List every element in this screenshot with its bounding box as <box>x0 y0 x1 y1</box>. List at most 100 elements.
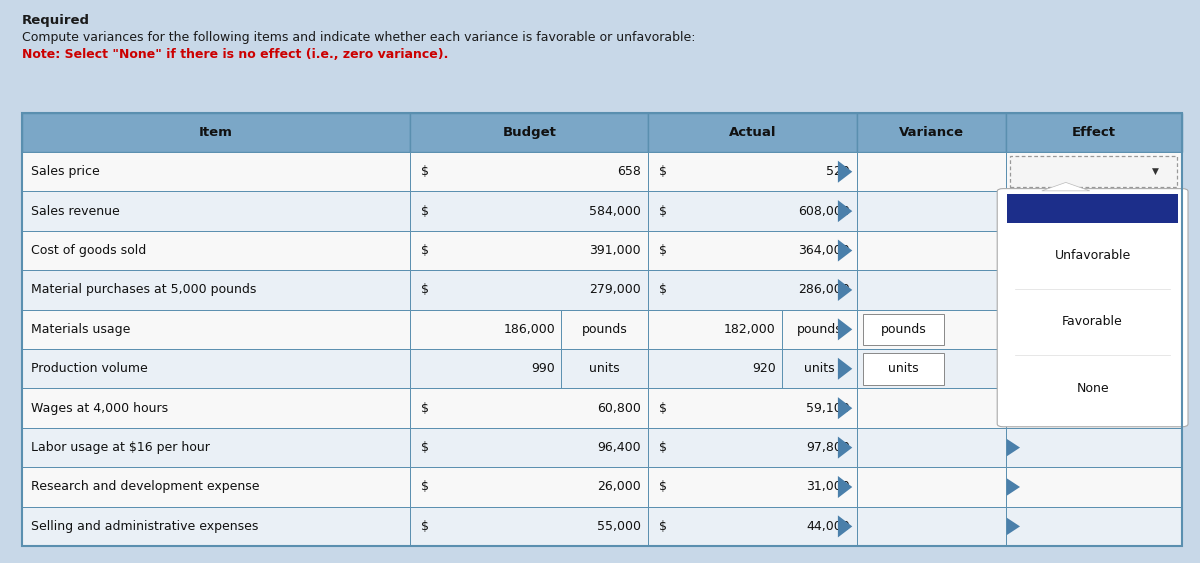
Text: 186,000: 186,000 <box>504 323 556 336</box>
Polygon shape <box>1007 400 1020 417</box>
Text: pounds: pounds <box>881 323 926 336</box>
Bar <box>410 152 648 191</box>
Text: $: $ <box>659 441 667 454</box>
Bar <box>863 353 944 385</box>
Bar <box>22 231 410 270</box>
Text: $: $ <box>659 204 667 218</box>
Text: ▼: ▼ <box>1152 167 1159 176</box>
Text: 608,000: 608,000 <box>798 204 850 218</box>
Text: $: $ <box>659 165 667 178</box>
Text: 920: 920 <box>752 362 775 376</box>
Bar <box>410 231 648 270</box>
Polygon shape <box>838 279 852 301</box>
Bar <box>22 310 410 349</box>
Text: Variance: Variance <box>899 126 964 139</box>
Text: $: $ <box>421 283 428 297</box>
Bar <box>22 507 410 546</box>
Polygon shape <box>1007 439 1020 456</box>
Bar <box>22 191 410 231</box>
Text: 96,400: 96,400 <box>598 441 641 454</box>
Bar <box>22 113 410 152</box>
Text: Item: Item <box>199 126 233 139</box>
Bar <box>1006 231 1182 270</box>
Bar <box>857 152 1006 191</box>
Bar <box>1006 152 1182 191</box>
Bar <box>648 191 857 231</box>
Bar <box>781 310 857 349</box>
Text: Materials usage: Materials usage <box>31 323 131 336</box>
Text: 97,800: 97,800 <box>806 441 850 454</box>
Text: $: $ <box>421 165 428 178</box>
Bar <box>22 270 410 310</box>
Bar <box>1007 194 1178 222</box>
Text: 364,000: 364,000 <box>798 244 850 257</box>
Text: $: $ <box>421 441 428 454</box>
Text: Research and development expense: Research and development expense <box>31 480 259 494</box>
Bar <box>857 191 1006 231</box>
Text: 279,000: 279,000 <box>589 283 641 297</box>
Text: $: $ <box>659 520 667 533</box>
Bar <box>857 113 1006 152</box>
Bar <box>857 507 1006 546</box>
Polygon shape <box>838 397 852 419</box>
Bar <box>648 310 857 349</box>
Text: Budget: Budget <box>503 126 557 139</box>
Polygon shape <box>1042 182 1090 191</box>
Bar <box>648 270 857 310</box>
Bar <box>857 349 1006 388</box>
Bar <box>648 231 857 270</box>
Text: Effect: Effect <box>1072 126 1116 139</box>
Text: $: $ <box>421 204 428 218</box>
Bar <box>1006 191 1182 231</box>
Bar <box>1006 467 1182 507</box>
Bar <box>863 314 944 345</box>
Bar <box>1006 388 1182 428</box>
Bar <box>648 467 857 507</box>
Polygon shape <box>838 160 852 183</box>
Text: Compute variances for the following items and indicate whether each variance is : Compute variances for the following item… <box>22 31 695 44</box>
Text: Sales revenue: Sales revenue <box>31 204 120 218</box>
Text: pounds: pounds <box>582 323 628 336</box>
Polygon shape <box>838 318 852 341</box>
Text: 391,000: 391,000 <box>589 244 641 257</box>
Bar <box>22 349 410 388</box>
Text: $: $ <box>421 520 428 533</box>
Text: 286,000: 286,000 <box>798 283 850 297</box>
Bar <box>22 428 410 467</box>
Bar <box>410 388 648 428</box>
Text: 59,100: 59,100 <box>806 401 850 415</box>
Text: $: $ <box>659 283 667 297</box>
Bar <box>22 467 410 507</box>
Bar <box>857 231 1006 270</box>
Bar <box>410 428 648 467</box>
Bar <box>562 349 648 388</box>
Text: 584,000: 584,000 <box>589 204 641 218</box>
Text: 26,000: 26,000 <box>598 480 641 494</box>
Bar <box>1006 428 1182 467</box>
Text: Wages at 4,000 hours: Wages at 4,000 hours <box>31 401 168 415</box>
Polygon shape <box>838 358 852 380</box>
Bar <box>410 467 648 507</box>
Text: Labor usage at $16 per hour: Labor usage at $16 per hour <box>31 441 210 454</box>
Text: Actual: Actual <box>728 126 776 139</box>
Polygon shape <box>838 200 852 222</box>
Bar <box>648 152 857 191</box>
Text: $: $ <box>659 244 667 257</box>
Text: $: $ <box>421 401 428 415</box>
Text: units: units <box>804 362 835 376</box>
Bar <box>1006 507 1182 546</box>
Polygon shape <box>838 436 852 459</box>
Text: Material purchases at 5,000 pounds: Material purchases at 5,000 pounds <box>31 283 257 297</box>
Bar <box>562 310 648 349</box>
Text: Cost of goods sold: Cost of goods sold <box>31 244 146 257</box>
Bar <box>22 388 410 428</box>
Bar <box>648 507 857 546</box>
Bar <box>857 270 1006 310</box>
Text: 529: 529 <box>826 165 850 178</box>
Text: 990: 990 <box>532 362 556 376</box>
Polygon shape <box>1007 479 1020 495</box>
Bar <box>410 113 648 152</box>
Text: pounds: pounds <box>797 323 842 336</box>
Bar <box>648 349 857 388</box>
Text: Unfavorable: Unfavorable <box>1055 249 1130 262</box>
